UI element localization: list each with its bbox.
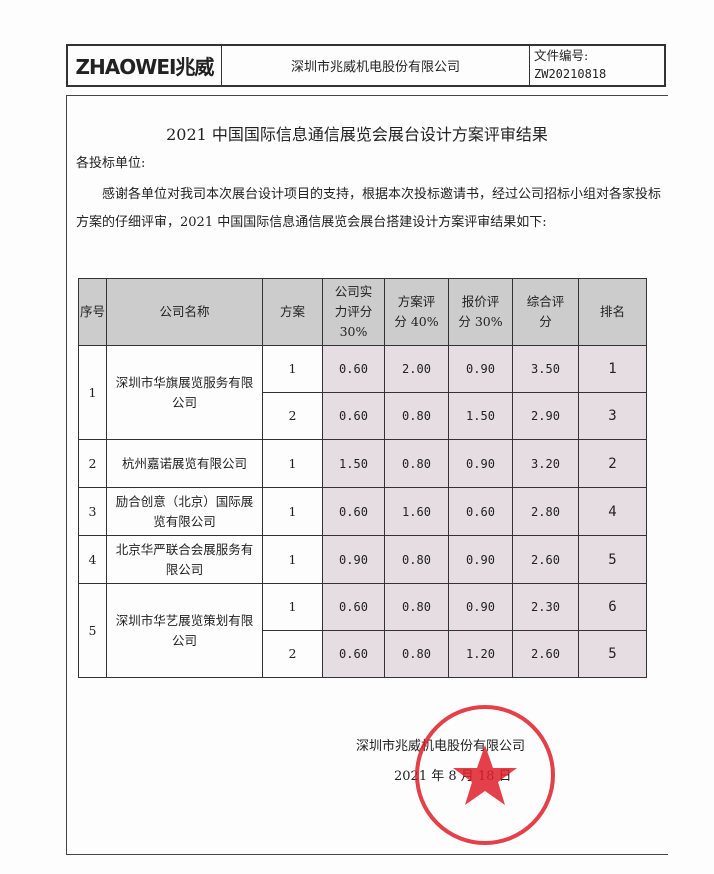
- strength-score: 0.60: [322, 345, 385, 393]
- doc-number: ZW20210818: [534, 67, 607, 81]
- plan: 1: [262, 487, 323, 536]
- strength-score: 0.60: [322, 583, 385, 631]
- column-header: 方案评分 40%: [384, 278, 449, 346]
- total-score: 2.30: [512, 583, 579, 631]
- price-score: 1.50: [448, 392, 513, 440]
- company-name: 杭州嘉诺展览有限公司: [106, 439, 263, 488]
- document-title: 2021 中国国际信息通信展览会展台设计方案评审结果: [166, 125, 548, 144]
- row-number: 4: [78, 535, 107, 584]
- rank: 5: [578, 630, 647, 678]
- rank: 3: [578, 392, 647, 440]
- company-name: 北京华严联合会展服务有限公司: [106, 535, 263, 584]
- total-score: 2.80: [512, 487, 579, 536]
- column-header: 公司实力评分30%: [322, 278, 385, 346]
- strength-score: 1.50: [322, 439, 385, 488]
- strength-score: 0.60: [322, 392, 385, 440]
- plan: 1: [262, 583, 323, 631]
- results-table: 序号 公司名称 方案 公司实力评分30% 方案评分 40% 报价评分 30% 综合评分 排名 …: [78, 278, 647, 678]
- strength-score: 0.60: [322, 487, 385, 536]
- salutation: 各投标单位:: [76, 156, 146, 171]
- table-row: 2 0.60 0.80 1.50 2.90 3: [79, 392, 647, 440]
- total-score: 3.50: [512, 345, 579, 393]
- column-header: 方案: [262, 278, 323, 346]
- company-logo: ZHAOWEI兆威: [68, 46, 222, 85]
- letterhead-company: 深圳市兆威机电股份有限公司: [222, 46, 530, 85]
- price-score: 0.60: [448, 487, 513, 536]
- price-score: 0.90: [448, 583, 513, 631]
- total-score: 2.60: [512, 535, 579, 584]
- column-header: 排名: [578, 278, 647, 346]
- plan: 1: [262, 345, 323, 393]
- intro-paragraph: 感谢各单位对我司本次展台设计项目的支持，根据本次投标邀请书，经过公司招标小组对各…: [76, 187, 662, 230]
- rank: 4: [578, 487, 647, 536]
- price-score: 0.90: [448, 439, 513, 488]
- company-name: 深圳市华旗展览服务有限公司: [106, 345, 263, 440]
- plan-score: 2.00: [384, 345, 449, 393]
- company-name: 深圳市华艺展览策划有限公司: [106, 583, 263, 678]
- table-row: 3 励合创意（北京）国际展览有限公司 1 0.60 1.60 0.60 2.80 4: [78, 487, 647, 536]
- table-row: 4 北京华严联合会展服务有限公司 1 0.90 0.80 0.90 2.60 5: [78, 535, 647, 584]
- strength-score: 0.90: [322, 535, 385, 584]
- table-row: 2 0.60 0.80 1.20 2.60 5: [79, 630, 647, 678]
- strength-score: 0.60: [322, 630, 385, 678]
- table-row: 1 深圳市华旗展览服务有限公司 1 0.60 2.00 0.90 3.50 1: [78, 345, 647, 440]
- row-number: 1: [78, 345, 107, 440]
- plan-score: 1.60: [384, 487, 449, 536]
- total-score: 3.20: [512, 439, 579, 488]
- document-number-box: 文件编号: ZW20210818: [530, 46, 664, 85]
- column-header: 综合评分: [512, 278, 579, 346]
- rank: 6: [578, 583, 647, 631]
- plan-score: 0.80: [384, 535, 449, 584]
- row-number: 5: [78, 583, 107, 678]
- price-score: 1.20: [448, 630, 513, 678]
- signature-company: 深圳市兆威机电股份有限公司: [356, 739, 526, 754]
- rank: 5: [578, 535, 647, 584]
- company-seal: [415, 705, 555, 845]
- plan-score: 0.80: [384, 630, 449, 678]
- doc-number-label: 文件编号:: [534, 48, 589, 63]
- company-name: 励合创意（北京）国际展览有限公司: [106, 487, 263, 536]
- letterhead: ZHAOWEI兆威 深圳市兆威机电股份有限公司 文件编号: ZW20210818: [66, 44, 666, 87]
- plan: 2: [262, 392, 323, 440]
- column-header: 序号: [78, 278, 107, 346]
- seal-star-icon: [453, 745, 517, 805]
- plan: 1: [262, 439, 323, 488]
- table-header-row: 序号 公司名称 方案 公司实力评分30% 方案评分 40% 报价评分 30% 综合评分 排名: [78, 278, 647, 346]
- price-score: 0.90: [448, 345, 513, 393]
- row-number: 3: [78, 487, 107, 536]
- plan-score: 0.80: [384, 392, 449, 440]
- row-number: 2: [78, 439, 107, 488]
- column-header: 公司名称: [106, 278, 263, 346]
- plan-score: 0.80: [384, 439, 449, 488]
- total-score: 2.90: [512, 392, 579, 440]
- column-header: 报价评分 30%: [448, 278, 513, 346]
- table-row: 2 杭州嘉诺展览有限公司 1 1.50 0.80 0.90 3.20 2: [78, 439, 647, 488]
- plan: 2: [262, 630, 323, 678]
- content-frame: [66, 95, 668, 855]
- price-score: 0.90: [448, 535, 513, 584]
- plan-score: 0.80: [384, 583, 449, 631]
- total-score: 2.60: [512, 630, 579, 678]
- rank: 1: [578, 345, 647, 393]
- table-row: 5 深圳市华艺展览策划有限公司 1 0.60 0.80 0.90 2.30 6: [78, 583, 647, 678]
- rank: 2: [578, 439, 647, 488]
- plan: 1: [262, 535, 323, 584]
